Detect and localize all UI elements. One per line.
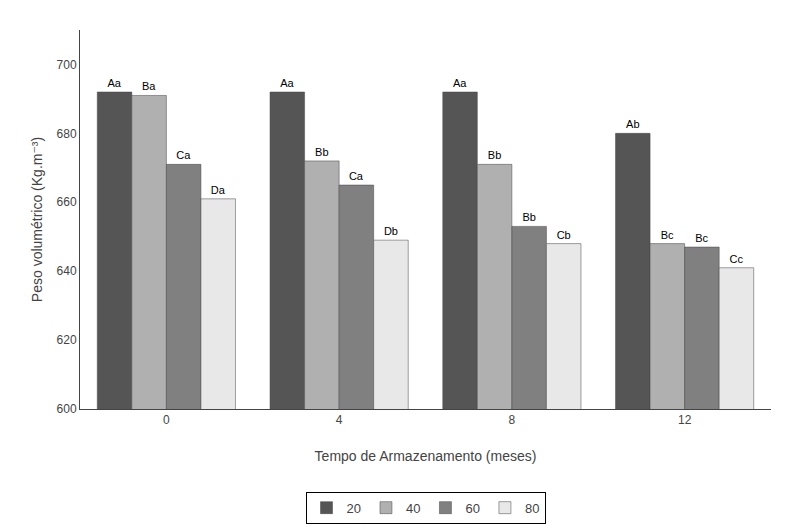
svg-text:40: 40 (406, 501, 420, 516)
svg-text:680: 680 (57, 127, 77, 141)
svg-text:4: 4 (336, 413, 343, 427)
svg-text:12: 12 (678, 413, 692, 427)
svg-text:640: 640 (57, 264, 77, 278)
svg-text:Bb: Bb (522, 211, 535, 223)
svg-text:660: 660 (57, 195, 77, 209)
svg-text:700: 700 (57, 58, 77, 72)
svg-text:620: 620 (57, 333, 77, 347)
svg-text:8: 8 (509, 413, 516, 427)
svg-text:Bc: Bc (695, 232, 708, 244)
svg-text:Aa: Aa (280, 77, 294, 89)
svg-text:Cc: Cc (729, 253, 743, 265)
svg-text:Bb: Bb (315, 146, 328, 158)
svg-text:Bb: Bb (488, 149, 501, 161)
svg-text:Db: Db (384, 225, 398, 237)
svg-text:Aa: Aa (453, 77, 467, 89)
svg-text:0: 0 (163, 413, 170, 427)
svg-text:600: 600 (57, 402, 77, 416)
svg-text:Bc: Bc (661, 229, 674, 241)
svg-text:Aa: Aa (107, 77, 121, 89)
svg-text:60: 60 (465, 501, 479, 516)
svg-text:Ab: Ab (626, 118, 639, 130)
svg-text:Cb: Cb (557, 229, 571, 241)
svg-text:Ca: Ca (349, 170, 364, 182)
svg-text:80: 80 (525, 501, 539, 516)
svg-text:Ca: Ca (176, 149, 191, 161)
svg-text:Da: Da (211, 184, 226, 196)
svg-text:Peso volumétrico (Kg.m⁻³): Peso volumétrico (Kg.m⁻³) (29, 137, 45, 302)
svg-text:Tempo de Armazenamento (meses): Tempo de Armazenamento (meses) (315, 448, 537, 464)
svg-text:20: 20 (347, 501, 361, 516)
svg-text:Ba: Ba (142, 80, 156, 92)
